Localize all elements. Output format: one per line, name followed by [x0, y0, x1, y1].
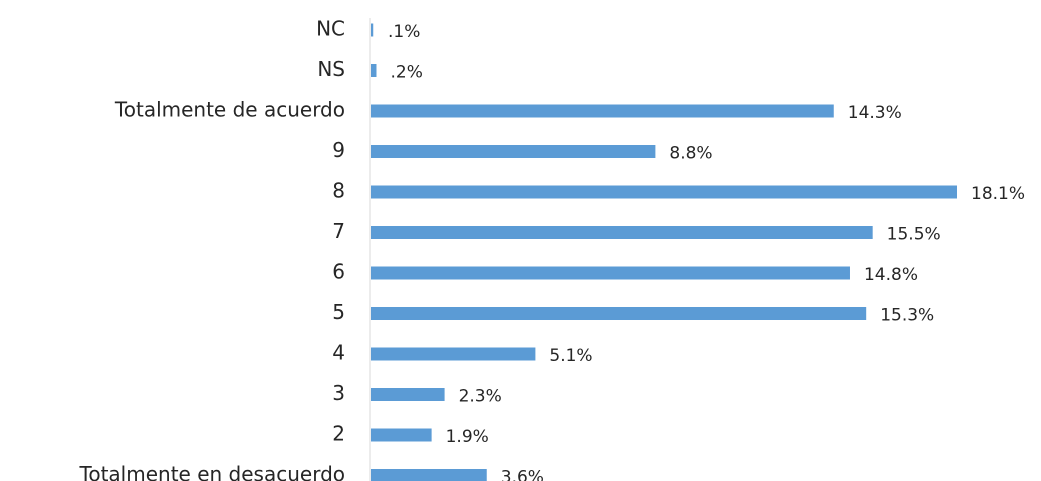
category-label: 8 [332, 179, 345, 203]
category-label: Totalmente de acuerdo [114, 98, 345, 122]
category-label: NS [317, 57, 345, 81]
bar [371, 266, 850, 280]
value-label: .2% [390, 63, 422, 83]
category-label: 6 [332, 260, 345, 284]
value-label: 8.8% [669, 144, 712, 164]
value-label: .1% [388, 22, 420, 42]
value-label: 14.3% [848, 103, 902, 123]
value-label: 14.8% [864, 265, 918, 285]
bar [371, 388, 445, 401]
value-label: 18.1% [971, 184, 1025, 204]
category-label: 2 [332, 422, 345, 446]
value-label: 15.3% [880, 306, 934, 326]
bar [371, 23, 374, 37]
value-label: 15.5% [887, 225, 941, 245]
bar [371, 347, 536, 361]
value-label: 1.9% [446, 427, 489, 447]
value-label: 3.6% [501, 468, 544, 481]
category-label: 5 [332, 300, 345, 324]
value-label: 2.3% [459, 387, 502, 407]
bar [371, 226, 873, 239]
category-label: NC [316, 17, 345, 41]
category-label: 7 [332, 219, 345, 243]
category-label: 3 [332, 381, 345, 405]
category-label: 4 [332, 341, 345, 365]
bar [371, 64, 377, 77]
bar [371, 307, 867, 320]
bar [371, 104, 834, 118]
bar [371, 185, 957, 199]
category-label: 9 [332, 138, 345, 162]
bar [371, 428, 432, 442]
category-label: Totalmente en desacuerdo [79, 462, 345, 481]
bar [371, 145, 656, 158]
bar [371, 469, 487, 481]
value-label: 5.1% [549, 346, 592, 366]
